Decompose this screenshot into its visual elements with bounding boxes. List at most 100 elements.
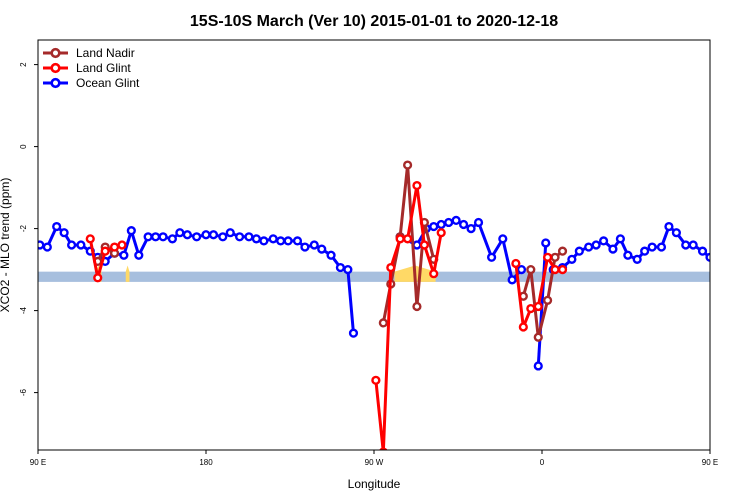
land-nadir-point [550, 252, 560, 262]
land-glint-point [403, 234, 413, 244]
legend-item-land-glint: Land Glint [43, 61, 131, 75]
chart-title: 15S-10S March (Ver 10) 2015-01-01 to 202… [190, 13, 558, 30]
ocean-glint-point [151, 232, 161, 242]
ocean-glint-point [459, 219, 469, 230]
legend-label: Land Glint [76, 61, 131, 75]
land-glint-point [429, 269, 439, 279]
land-glint-point [412, 180, 422, 191]
land-glint-point [419, 240, 430, 250]
ocean-glint-point [52, 221, 62, 232]
ocean-glint-point [66, 240, 77, 250]
land-glint-point [526, 303, 536, 314]
series-layer [38, 160, 747, 450]
ocean-glint-point [208, 230, 219, 240]
ocean-glint-point [466, 224, 476, 234]
y-axis: 2 0 -2 -4 -6 [19, 62, 38, 396]
ocean-glint-point [487, 252, 497, 262]
ocean-glint-point [317, 244, 327, 254]
ocean-glint-point [541, 238, 551, 248]
ocean-glint-point [225, 228, 235, 238]
x-tick-label: 90 E [702, 458, 718, 467]
legend-swatch-marker [50, 62, 61, 74]
y-tick-label: -4 [19, 306, 28, 314]
ocean-glint-point [671, 228, 682, 238]
land-nadir-point [403, 160, 413, 170]
series-ocean-glint [38, 215, 747, 371]
ocean-glint-point [182, 230, 192, 240]
land-glint-point [117, 240, 127, 250]
ocean-glint-point [574, 246, 584, 256]
y-axis-label: XCO2 - MLO trend (ppm) [0, 178, 12, 313]
land-glint-point [395, 234, 405, 244]
ocean-glint-point [584, 242, 594, 252]
ocean-glint-point [158, 232, 168, 242]
x-tick-label: 90 E [30, 458, 46, 467]
ocean-glint-point [251, 234, 262, 244]
ocean-glint-point [598, 236, 609, 246]
ocean-glint-point [632, 254, 642, 264]
ocean-glint-point [664, 221, 674, 232]
ocean-glint-point [436, 219, 446, 230]
land-glint-point [100, 246, 110, 256]
ocean-glint-point [167, 234, 178, 244]
ocean-glint-point [259, 236, 269, 246]
ocean-glint-point [647, 242, 657, 252]
ocean-glint-point [429, 221, 439, 232]
ocean-glint-point [623, 250, 633, 260]
land-nadir-point [557, 246, 568, 256]
ocean-glint-point [143, 232, 153, 242]
ocean-glint-point [716, 258, 723, 265]
band-spike [125, 265, 130, 282]
ocean-glint-point [498, 234, 508, 244]
land-glint-point [386, 262, 396, 273]
legend-label: Ocean Glint [76, 76, 140, 90]
x-tick-label: 90 W [365, 458, 384, 467]
ocean-glint-point [119, 250, 129, 260]
legend-swatch-marker [50, 47, 61, 59]
ocean-glint-point [326, 250, 336, 260]
land-glint-point [436, 228, 446, 238]
mlo-reference-band [38, 271, 710, 282]
ocean-glint-point [42, 242, 52, 252]
ocean-glint-point [201, 230, 211, 240]
ocean-glint-point [309, 240, 319, 250]
x-tick-label: 180 [199, 458, 213, 467]
ocean-glint-point [516, 265, 527, 275]
ocean-glint-point [615, 234, 626, 244]
ocean-glint-point [192, 232, 202, 242]
ocean-glint-point [244, 232, 254, 242]
ocean-glint-point [533, 361, 543, 371]
ocean-glint-point [567, 254, 577, 264]
ocean-glint-point [723, 252, 730, 259]
y-tick-label: 2 [19, 62, 28, 67]
land-glint-point [533, 301, 543, 312]
land-glint-point [85, 234, 95, 244]
ocean-glint-point [740, 227, 747, 234]
legend-item-ocean-glint: Ocean Glint [43, 76, 140, 90]
ocean-glint-point [268, 234, 278, 244]
ocean-glint-point [451, 215, 461, 226]
ocean-glint-point [640, 246, 650, 256]
ocean-glint-point [38, 240, 45, 250]
ocean-glint-point [292, 236, 303, 246]
ocean-glint-point [218, 232, 228, 242]
land-glint-point [518, 322, 528, 332]
ocean-glint-point [473, 217, 484, 228]
ocean-glint-point [283, 236, 293, 246]
land-glint-point [371, 375, 381, 385]
x-axis: 90 E 180 90 W 0 90 E [30, 450, 718, 467]
ocean-glint-point [412, 240, 422, 250]
ocean-glint-point [343, 265, 353, 275]
ocean-glint-point [276, 236, 286, 246]
ocean-glint-point [348, 328, 359, 338]
ocean-glint-point [697, 246, 708, 256]
ocean-glint-point [444, 217, 454, 228]
ocean-glint-point [688, 240, 698, 250]
ocean-glint-point [175, 228, 185, 238]
land-nadir-point [542, 295, 553, 305]
land-glint-point [542, 252, 553, 262]
land-nadir-point [378, 318, 388, 328]
ocean-glint-point [733, 254, 740, 261]
